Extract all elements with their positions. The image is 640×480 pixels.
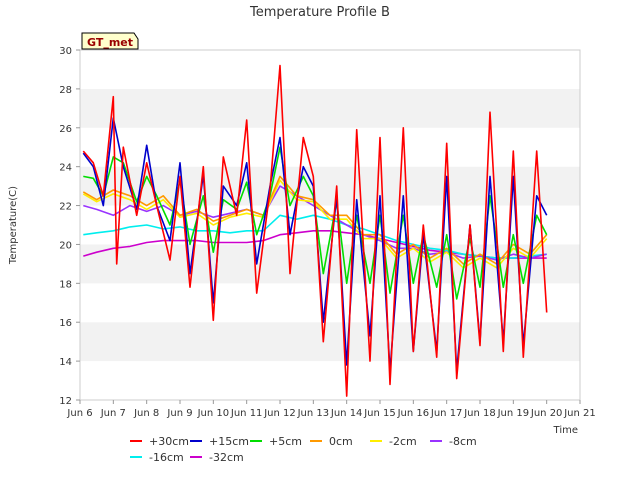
x-tick-label: Jun 11 [230, 408, 263, 419]
y-tick-label: 14 [59, 357, 72, 368]
y-tick-label: 24 [59, 163, 72, 174]
y-axis-ticks: 12 14 16 18 20 22 24 26 28 30 [59, 46, 80, 407]
grid-band [80, 50, 580, 89]
legend-label: -16cm [149, 451, 184, 464]
legend-label: -32cm [209, 451, 244, 464]
gt-met-badge: GT_met [81, 32, 139, 50]
series-line-16cm [83, 214, 547, 259]
legend-label: +5cm [269, 435, 302, 448]
y-tick-label: 18 [59, 279, 72, 290]
grid-band [80, 361, 580, 400]
grid-band [80, 322, 580, 362]
y-tick-label: 26 [59, 124, 72, 135]
plot-frame [79, 49, 581, 401]
y-tick-label: 28 [59, 85, 72, 96]
series-line-30cm [82, 64, 548, 397]
y-axis-label: Temperature(C) [8, 186, 19, 265]
x-tick-label: Jun 16 [397, 408, 430, 419]
y-tick-label: 16 [59, 318, 72, 329]
x-tick-label: Jun 15 [363, 408, 396, 419]
x-tick-label: Jun 18 [463, 408, 496, 419]
x-tick-label: Jun 8 [133, 408, 159, 419]
grid-band [80, 88, 580, 128]
x-tick-label: Jun 17 [430, 408, 463, 419]
chart-title: Temperature Profile B [249, 5, 390, 20]
x-tick-label: Jun 7 [100, 408, 126, 419]
x-tick-label: Jun 21 [563, 408, 596, 419]
y-tick-label: 30 [59, 46, 72, 57]
legend: +30cm +15cm +5cm 0cm -2cm -8cm -16cm -32cm [130, 435, 477, 464]
x-tick-label: Jun 10 [197, 408, 230, 419]
x-tick-label: Jun 20 [530, 408, 563, 419]
grid-bands [80, 50, 580, 400]
x-tick-label: Jun 9 [166, 408, 192, 419]
grid-band [80, 127, 580, 167]
legend-label: +15cm [209, 435, 249, 448]
legend-label: -2cm [389, 435, 417, 448]
legend-label: 0cm [329, 435, 353, 448]
x-axis-label: Time [553, 425, 578, 436]
badge-label: GT_met [87, 36, 133, 49]
badge-shape [81, 32, 139, 50]
y-tick-label: 20 [59, 240, 72, 251]
x-tick-label: Jun 14 [330, 408, 363, 419]
legend-label: +30cm [149, 435, 189, 448]
series-lines [82, 64, 548, 397]
grid-band [80, 283, 580, 323]
y-tick-label: 22 [59, 202, 72, 213]
x-tick-label: Jun 12 [263, 408, 296, 419]
x-tick-label: Jun 13 [297, 408, 330, 419]
legend-label: -8cm [449, 435, 477, 448]
x-axis-ticks: Jun 6 Jun 7 Jun 8 Jun 9 Jun 10 Jun 11 Jun 12 Ju… [66, 400, 596, 419]
x-tick-label: Jun 6 [66, 408, 92, 419]
x-tick-label: Jun 19 [497, 408, 530, 419]
y-tick-label: 12 [59, 396, 72, 407]
